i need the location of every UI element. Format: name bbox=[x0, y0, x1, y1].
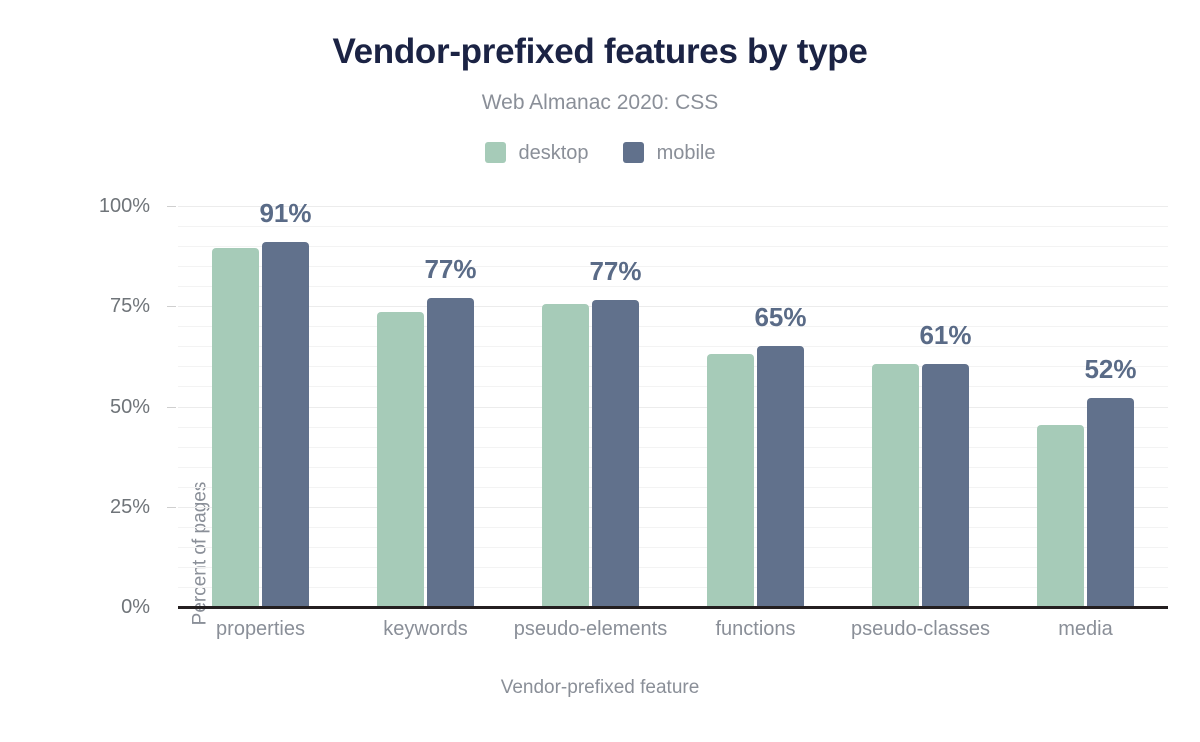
x-tick-label-pseudo-classes: pseudo-classes bbox=[851, 618, 990, 640]
gridline bbox=[178, 306, 1168, 308]
bar-desktop-properties[interactable] bbox=[212, 248, 259, 607]
plot-area: Percent of pages 0% 25% 50% 75% 100% 91% 77% 77… bbox=[99, 196, 1168, 625]
bar-desktop-media[interactable] bbox=[1037, 424, 1084, 607]
y-tick-label: 50% bbox=[109, 395, 150, 418]
y-tick-label: 25% bbox=[109, 495, 150, 518]
bar-mobile-pseudo-classes[interactable] bbox=[922, 364, 969, 607]
gridline bbox=[178, 546, 1168, 548]
x-axis-title: Vendor-prefixed feature bbox=[500, 677, 700, 698]
legend-swatch-desktop bbox=[484, 142, 506, 163]
bar-value-label-pseudo-elements: 77% bbox=[589, 256, 642, 287]
bar-desktop-pseudo-classes[interactable] bbox=[872, 364, 919, 607]
gridline bbox=[178, 386, 1168, 388]
x-tick-label-media: media bbox=[1058, 618, 1113, 640]
gridline bbox=[178, 366, 1168, 368]
bar-mobile-media[interactable] bbox=[1087, 398, 1134, 607]
bar-desktop-keywords[interactable] bbox=[377, 312, 424, 607]
y-tick-label: 100% bbox=[98, 195, 150, 217]
gridline bbox=[178, 346, 1168, 348]
x-tick-label-functions: functions bbox=[715, 618, 796, 640]
legend-label-mobile: mobile bbox=[656, 141, 716, 164]
bar-group-keywords bbox=[343, 206, 508, 607]
y-tick-mark bbox=[167, 306, 176, 308]
bar-value-label-media: 52% bbox=[1084, 354, 1137, 385]
gridline bbox=[178, 286, 1168, 288]
bar-value-label-functions: 65% bbox=[754, 302, 807, 333]
bar-group-pseudo-elements bbox=[508, 206, 673, 607]
gridline bbox=[178, 586, 1168, 588]
y-tick-label: 75% bbox=[109, 295, 150, 318]
gridline bbox=[178, 406, 1168, 408]
bar-desktop-pseudo-elements[interactable] bbox=[542, 304, 589, 607]
bar-group-media bbox=[1003, 206, 1168, 607]
bar-mobile-properties[interactable] bbox=[262, 242, 309, 607]
gridline bbox=[178, 506, 1168, 508]
gridline bbox=[178, 246, 1168, 248]
bar-group-properties bbox=[178, 206, 343, 607]
legend-item-desktop[interactable]: desktop bbox=[484, 141, 589, 164]
legend-swatch-mobile bbox=[622, 142, 644, 163]
chart-title: Vendor-prefixed features by type bbox=[332, 32, 868, 71]
gridline bbox=[178, 326, 1168, 328]
bar-value-label-keywords: 77% bbox=[424, 254, 477, 285]
gridline bbox=[178, 466, 1168, 468]
y-tick-mark bbox=[167, 206, 176, 207]
chart-subtitle: Web Almanac 2020: CSS bbox=[481, 91, 719, 114]
gridline bbox=[178, 566, 1168, 568]
gridline bbox=[178, 426, 1168, 428]
bar-value-label-properties: 91% bbox=[259, 198, 312, 229]
bar-mobile-functions[interactable] bbox=[757, 346, 804, 607]
x-axis-line bbox=[178, 606, 1168, 609]
bar-group-pseudo-classes bbox=[838, 206, 1003, 607]
chart-legend: desktop mobile bbox=[0, 142, 1200, 163]
gridline bbox=[178, 206, 1168, 207]
bar-mobile-pseudo-elements[interactable] bbox=[592, 300, 639, 607]
gridline bbox=[178, 486, 1168, 488]
y-tick-mark bbox=[167, 406, 176, 408]
bar-value-label-pseudo-classes: 61% bbox=[919, 319, 972, 350]
legend-label-desktop: desktop bbox=[518, 141, 589, 164]
gridline bbox=[178, 226, 1168, 228]
y-tick-mark bbox=[167, 506, 176, 508]
bar-group-functions bbox=[673, 206, 838, 607]
x-tick-label-properties: properties bbox=[216, 618, 305, 640]
gridline bbox=[178, 446, 1168, 448]
bar-mobile-keywords[interactable] bbox=[427, 298, 474, 607]
legend-item-mobile[interactable]: mobile bbox=[622, 141, 716, 164]
bar-desktop-functions[interactable] bbox=[707, 354, 754, 607]
y-tick-label: 0% bbox=[121, 596, 150, 618]
x-tick-label-keywords: keywords bbox=[383, 618, 468, 640]
gridline bbox=[178, 266, 1168, 268]
x-tick-label-pseudo-elements: pseudo-elements bbox=[513, 618, 668, 640]
gridline bbox=[178, 526, 1168, 528]
